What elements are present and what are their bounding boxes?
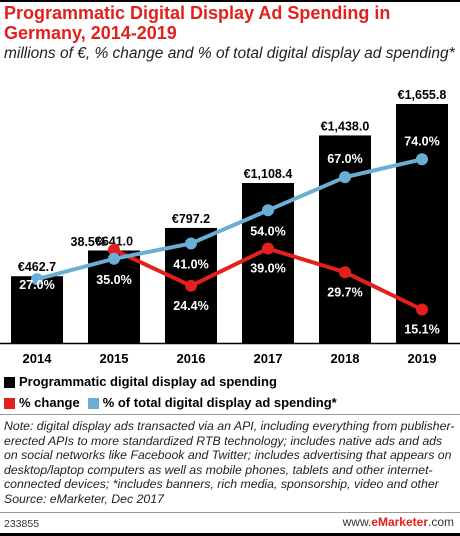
chart-note: Note: digital display ads transacted via…	[4, 419, 456, 507]
share-label-2019: 74.0%	[404, 134, 439, 148]
share-point-2016	[185, 237, 197, 250]
bar-value-label-2017: €1,108.4	[244, 167, 293, 181]
bar-value-label-2019: €1,655.8	[398, 88, 447, 102]
chart-area: €462.7 €641.0 €797.2 €1,108.4 €1,438.0 €1,655…	[0, 88, 460, 366]
x-tick-label-2019: 2019	[408, 351, 437, 366]
share-label-2016: 41.0%	[173, 257, 208, 271]
top-rule	[0, 0, 460, 2]
bar-value-label-2015: €641.0	[95, 234, 133, 248]
source-text: Source: eMarketer, Dec 2017	[4, 491, 164, 506]
bar-value-label-2018: €1,438.0	[321, 119, 370, 133]
change-label-2018: 29.7%	[327, 285, 362, 299]
chart-subtitle: millions of €, % change and % of total d…	[4, 45, 455, 62]
legend-item-change: % change	[4, 395, 80, 411]
x-tick-label-2017: 2017	[254, 351, 283, 366]
note-text: Note: digital display ads transacted via…	[4, 419, 455, 492]
change-point-2019	[416, 303, 428, 316]
legend-label-share: % of total digital display ad spending*	[102, 395, 337, 410]
legend-swatch-change	[4, 397, 15, 409]
brand-suffix: .com	[427, 515, 454, 529]
bar-2014	[11, 276, 63, 343]
footer-chart-id: 233855	[4, 518, 40, 530]
brand-name: eMarketer	[371, 515, 428, 529]
share-point-2017	[262, 204, 274, 217]
x-tick-label-2015: 2015	[100, 351, 129, 366]
share-label-2018: 67.0%	[327, 152, 362, 166]
change-label-2019: 15.1%	[404, 322, 439, 336]
x-tick-label-2018: 2018	[331, 351, 360, 366]
legend-row-1: Programmatic digital display ad spending	[4, 374, 285, 390]
footer-divider	[0, 512, 460, 513]
legend-row-2: % change % of total digital display ad s…	[4, 395, 345, 411]
share-point-2019	[416, 153, 428, 166]
change-point-2018	[339, 266, 351, 279]
share-series-line	[36, 157, 423, 282]
chart-title: Programmatic Digital Display Ad Spending…	[4, 3, 391, 43]
legend-label-change: % change	[19, 395, 80, 410]
legend-label-bar: Programmatic digital display ad spending	[19, 374, 277, 389]
change-point-2015	[108, 243, 120, 256]
share-point-2014	[31, 273, 43, 286]
legend-note-divider	[0, 414, 460, 415]
share-label-2015: 35.0%	[96, 273, 131, 287]
legend-swatch-share	[87, 397, 99, 409]
share-point-2015	[108, 252, 120, 265]
change-label-2017: 39.0%	[250, 262, 285, 276]
share-point-2018	[339, 171, 351, 184]
share-label-2014: 27.0%	[19, 278, 54, 292]
bottom-rule	[0, 533, 460, 536]
change-label-2015: 38.5%	[71, 235, 106, 249]
x-tick-label-2016: 2016	[177, 351, 206, 366]
legend-swatch-bar	[4, 376, 15, 388]
change-label-2016: 24.4%	[173, 299, 208, 313]
legend-item-share: % of total digital display ad spending*	[87, 395, 337, 411]
change-point-2016	[185, 279, 197, 292]
bar-value-label-2014: €462.7	[18, 260, 56, 274]
bar-value-label-2016: €797.2	[172, 212, 210, 226]
brand-prefix: www.	[342, 515, 372, 529]
x-tick-label-2014: 2014	[23, 351, 53, 366]
bar-2015	[88, 250, 140, 343]
change-point-2017	[262, 242, 274, 255]
footer-brand: www.eMarketer.com	[343, 515, 454, 529]
share-label-2017: 54.0%	[250, 224, 285, 238]
legend-item-bar: Programmatic digital display ad spending	[4, 374, 277, 390]
bar-2018	[319, 135, 371, 343]
